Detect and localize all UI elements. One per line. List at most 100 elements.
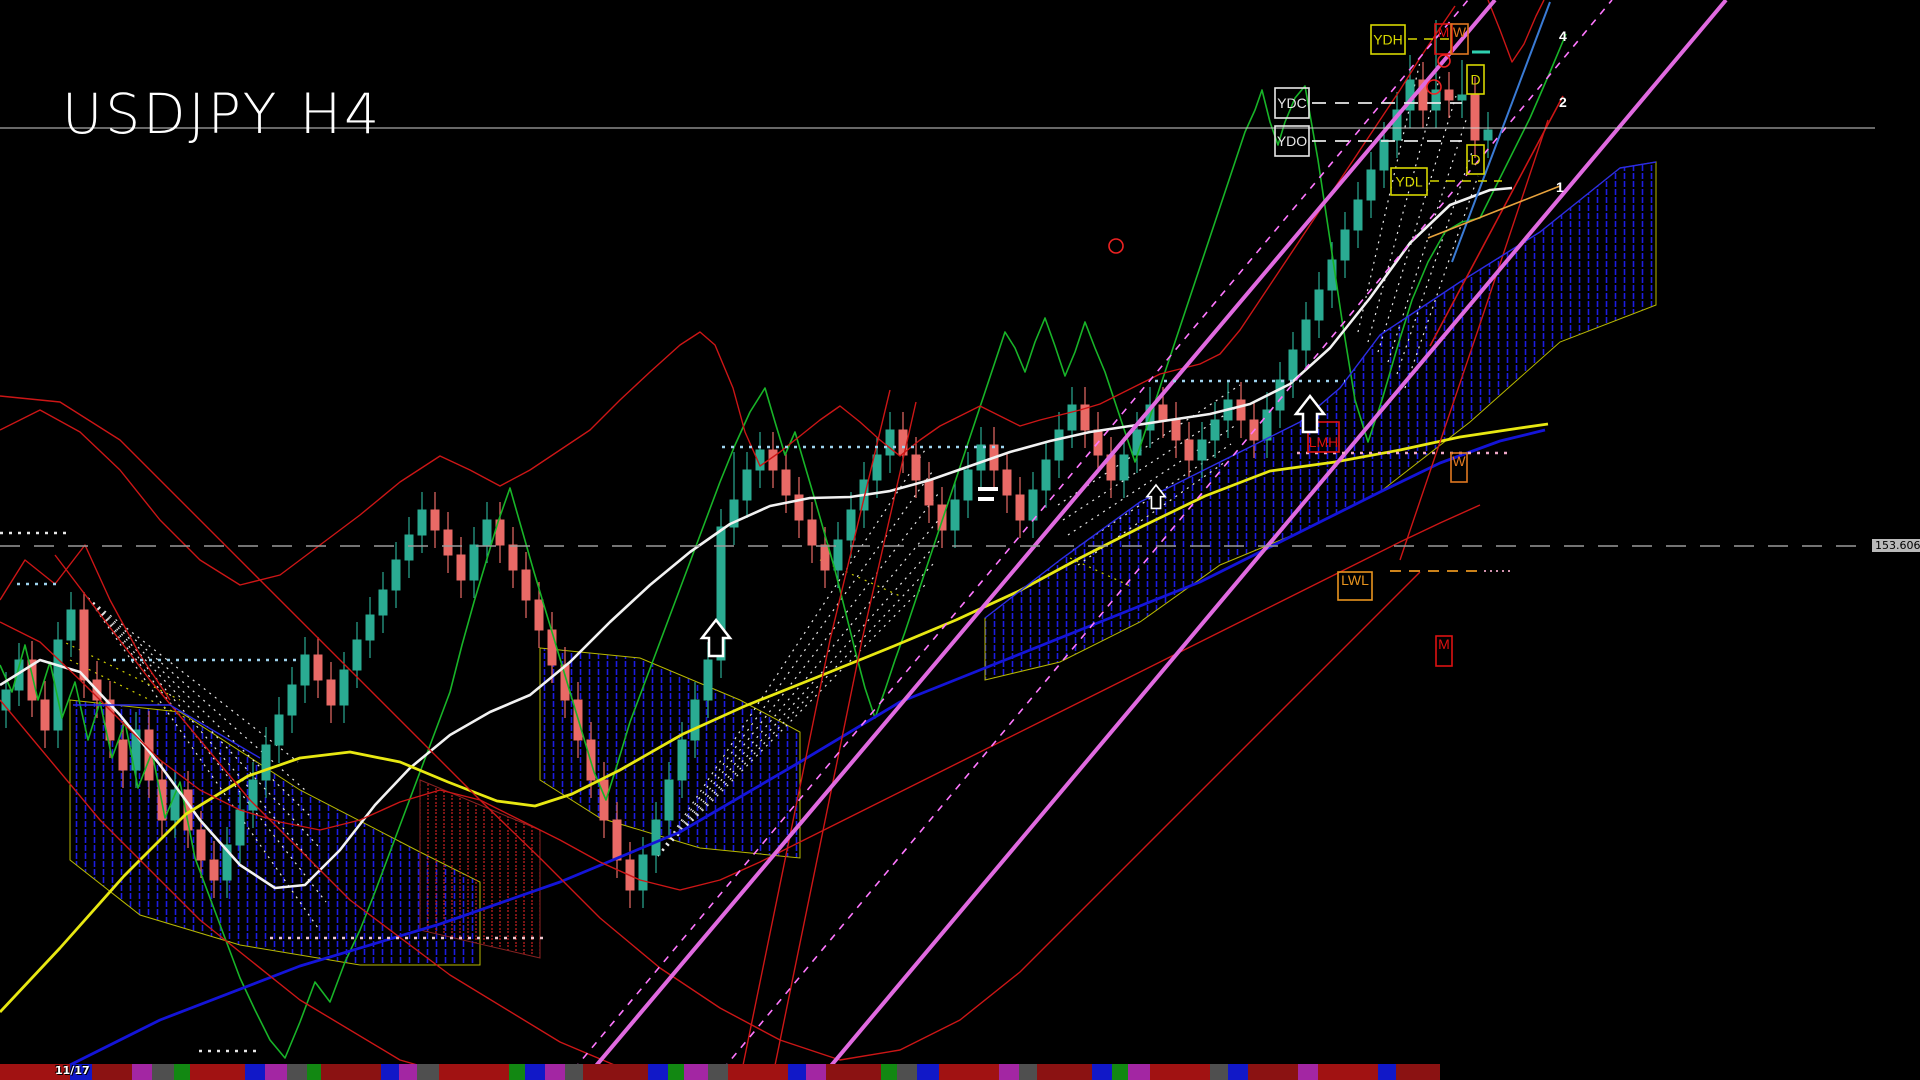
pitchfork-dashed-1[interactable] [564,0,1469,1080]
period-strip-segment[interactable] [684,1064,708,1080]
period-strip-segment[interactable] [1228,1064,1248,1080]
bear-candle [534,582,544,648]
period-strip-segment[interactable] [728,1064,788,1080]
period-strip-segment[interactable] [152,1064,174,1080]
bull-candle [404,517,414,578]
up-arrow-marker[interactable] [699,617,733,658]
candle-body [1158,404,1168,421]
cloud-a-blue-edge [73,704,261,759]
label-box-lwl[interactable]: LWL [1337,571,1373,601]
period-strip-segment[interactable] [1128,1064,1150,1080]
bull-candle [287,667,297,733]
candle-body [1262,409,1272,441]
label-box-border [1435,635,1453,667]
candle-body [794,494,804,521]
period-strip-segment[interactable] [1112,1064,1128,1080]
label-box-ydc[interactable]: YDC [1274,87,1310,119]
pitchfork-magenta-1[interactable] [582,0,1497,1080]
period-strip-segment[interactable] [565,1064,583,1080]
bear-candle [1106,437,1116,498]
period-strip-segment[interactable] [190,1064,245,1080]
period-strip-segment[interactable] [1318,1064,1378,1080]
period-strip-segment[interactable] [826,1064,881,1080]
period-strip-segment[interactable] [788,1064,806,1080]
period-strip-segment[interactable] [939,1064,999,1080]
period-strip-segment[interactable] [545,1064,565,1080]
guppy-fan-left [87,597,327,903]
period-strip-segment[interactable] [708,1064,728,1080]
bull-candle [755,432,765,488]
label-box-d[interactable]: D [1466,144,1485,175]
period-strip-segment[interactable] [287,1064,307,1080]
label-box-lmh[interactable]: LMH [1307,421,1340,453]
period-strip-segment[interactable] [806,1064,826,1080]
period-strip-segment[interactable] [265,1064,287,1080]
period-strip-segment[interactable] [307,1064,321,1080]
period-strip-segment[interactable] [70,1064,92,1080]
pitchfork-magenta-2[interactable] [817,0,1728,1080]
guppy-fan-mid [657,471,933,857]
up-arrow-marker[interactable] [1293,393,1327,434]
period-strip-segment[interactable] [439,1064,509,1080]
period-strip-segment[interactable] [1378,1064,1396,1080]
period-strip-segment[interactable] [132,1064,152,1080]
period-strip-segment[interactable] [999,1064,1019,1080]
fan-blue[interactable] [1451,1,1551,263]
period-strip-segment[interactable] [1150,1064,1210,1080]
label-box-m[interactable]: M [1434,23,1453,55]
label-box-ydh[interactable]: YDH [1370,24,1406,55]
label-box-border [1274,125,1310,157]
up-arrow-marker[interactable] [1145,483,1167,510]
period-strip-segment[interactable] [1298,1064,1318,1080]
bear-candle [1002,452,1012,513]
period-strip-segment[interactable] [525,1064,545,1080]
period-strip-segment[interactable] [1037,1064,1092,1080]
label-box-w[interactable]: W [1450,452,1468,483]
candle-body [534,599,544,631]
bear-candle [508,527,518,588]
period-strip-segment[interactable] [0,1064,70,1080]
dash-marker [978,487,998,491]
period-strip-segment[interactable] [1210,1064,1228,1080]
period-strip-segment[interactable] [509,1064,525,1080]
period-strip-segment[interactable] [417,1064,439,1080]
period-strip-segment[interactable] [668,1064,684,1080]
period-strip-segment[interactable] [381,1064,399,1080]
candle-body [976,444,986,471]
candle-body [521,569,531,601]
period-strip-segment[interactable] [1248,1064,1298,1080]
bull-candle [1392,92,1402,158]
label-box-w[interactable]: W [1450,23,1469,55]
candle-body [547,629,557,666]
candle-body [1457,94,1467,101]
period-strip-segment[interactable] [1396,1064,1440,1080]
period-strip-segment[interactable] [1019,1064,1037,1080]
period-strip-segment[interactable] [245,1064,265,1080]
ichimoku-cloud-left [69,699,481,966]
label-box-m[interactable]: M [1435,635,1453,667]
label-box-d[interactable]: D [1466,64,1485,95]
period-strip-segment[interactable] [174,1064,190,1080]
bear-candle [794,477,804,538]
period-strip-segment[interactable] [399,1064,417,1080]
candle-body [1132,429,1142,456]
label-box-ydl[interactable]: YDL [1390,167,1428,196]
bull-candle [274,697,284,763]
label-box-ydo[interactable]: YDO [1274,125,1310,157]
candle-body [1,689,11,711]
period-strip-segment[interactable] [897,1064,917,1080]
period-strip-segment[interactable] [1092,1064,1112,1080]
candle-body [846,509,856,541]
period-strip-segment[interactable] [881,1064,897,1080]
period-strip-segment[interactable] [321,1064,381,1080]
fan-red[interactable] [1429,95,1564,347]
fan-orange[interactable] [1427,185,1561,239]
period-strip-segment[interactable] [648,1064,668,1080]
period-strip-segment[interactable] [583,1064,648,1080]
guppy-fan-left [87,597,323,875]
pitchfork-dashed-2[interactable] [713,0,1613,1080]
period-strip-segment[interactable] [917,1064,939,1080]
bull-candle [963,452,973,518]
period-strip-segment[interactable] [92,1064,132,1080]
